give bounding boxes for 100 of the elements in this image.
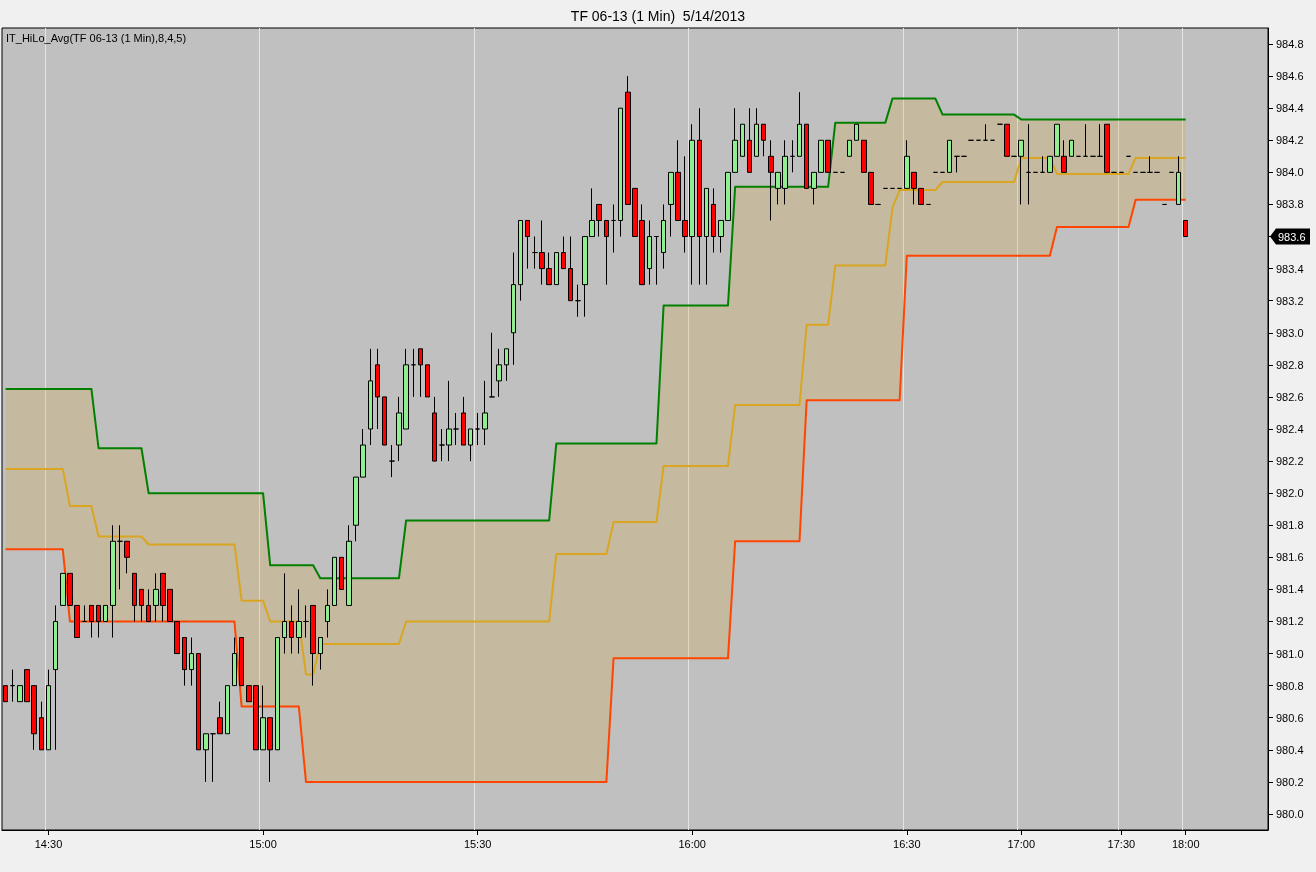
candlestick <box>561 236 566 270</box>
candlestick <box>346 524 352 606</box>
candlestick <box>10 669 15 703</box>
candlestick <box>489 332 495 398</box>
candlestick <box>39 701 44 751</box>
candlestick <box>611 203 616 254</box>
annotation: IT_HiLo_Avg(TF 06-13 (1 Min),8,4,5) <box>6 31 187 44</box>
candlestick <box>761 123 766 157</box>
candlestick <box>604 219 609 286</box>
y-tick-label: 981.2 <box>1276 615 1304 628</box>
candlestick <box>1069 139 1074 157</box>
y-tick-label: 982.0 <box>1276 487 1304 500</box>
candlestick <box>697 107 702 286</box>
candlestick <box>468 428 473 462</box>
x-tick-label: 17:30 <box>1107 837 1136 850</box>
candlestick <box>797 91 802 157</box>
line-series <box>4 156 1187 676</box>
candlestick <box>511 252 516 366</box>
y-tick-label: 981.8 <box>1276 519 1304 532</box>
y-tick-label: 984.6 <box>1276 70 1304 83</box>
candlestick <box>325 588 330 639</box>
y-tick-label: 982.8 <box>1276 358 1304 371</box>
y-tick-label: 983.0 <box>1276 326 1304 339</box>
candlestick <box>96 604 101 639</box>
candlestick <box>754 107 759 157</box>
candlestick <box>747 107 752 173</box>
candlestick <box>296 588 302 655</box>
candlestick <box>1147 155 1153 173</box>
candlestick <box>704 187 709 286</box>
candlestick <box>203 733 209 783</box>
y-tick-label: 980.6 <box>1276 711 1304 724</box>
candlestick <box>790 139 795 173</box>
candlestick <box>182 637 187 687</box>
candlestick <box>332 556 337 606</box>
y-tick-label: 984.2 <box>1276 134 1304 147</box>
candlestick <box>568 236 573 302</box>
candlestick <box>110 524 116 639</box>
candlestick <box>1183 219 1188 238</box>
candlestick <box>654 236 659 286</box>
candlestick <box>425 364 430 398</box>
candlestick <box>482 380 488 446</box>
x-tick-label: 16:00 <box>678 837 706 850</box>
candlestick <box>1083 123 1088 157</box>
candlestick <box>196 653 201 751</box>
x-tick-label: 14:30 <box>34 837 63 850</box>
candlestick <box>225 685 230 735</box>
candlestick <box>411 348 416 398</box>
candlestick <box>947 139 952 173</box>
candlestick <box>146 588 151 622</box>
y-tick-label: 984.0 <box>1276 166 1304 179</box>
candlestick <box>53 604 58 751</box>
x-tick-label: 17:00 <box>1007 837 1035 850</box>
candlestick <box>496 348 502 398</box>
candlestick <box>82 604 87 622</box>
y-tick-label: 980.2 <box>1276 775 1304 788</box>
y-tick-label: 983.2 <box>1276 294 1304 307</box>
candlestick <box>368 348 373 446</box>
candlestick <box>375 348 380 430</box>
candlestick <box>711 187 716 254</box>
candlestick <box>239 637 244 687</box>
candlestick <box>418 348 423 398</box>
candlestick <box>618 107 623 238</box>
candlestick <box>339 556 344 590</box>
candlestick <box>453 412 459 446</box>
candlestick <box>232 637 237 687</box>
y-tick-label: 980.4 <box>1276 743 1304 756</box>
candlestick <box>847 139 852 157</box>
candlestick <box>318 637 323 671</box>
line-series <box>4 97 1187 580</box>
candlestick <box>661 203 666 270</box>
y-tick-label: 981.6 <box>1276 551 1304 564</box>
candlestick <box>647 219 652 286</box>
y-tick-label: 982.4 <box>1276 423 1304 435</box>
candlestick <box>518 219 523 302</box>
candlestick <box>139 588 144 622</box>
candlestick <box>1026 123 1031 205</box>
candlestick <box>575 284 581 318</box>
y-tick-label: 983.8 <box>1276 198 1304 211</box>
chart-title: TF 06-13 (1 Min) 5/14/2013 <box>570 8 746 24</box>
candlestick <box>89 604 94 639</box>
candlestick <box>46 669 51 751</box>
y-tick-label: 984.4 <box>1276 102 1304 115</box>
y-tick-label: 983.4 <box>1276 262 1304 275</box>
y-tick-label: 980.8 <box>1276 679 1304 692</box>
candlestick <box>275 637 280 751</box>
candlestick <box>504 348 509 382</box>
candlestick <box>389 444 395 478</box>
candlestick <box>289 604 294 655</box>
annotation: 983.6 <box>1278 230 1306 243</box>
y-tick-label: 981.4 <box>1276 583 1304 596</box>
y-tick-label: 982.6 <box>1276 390 1304 403</box>
candlestick <box>525 219 530 270</box>
candlestick <box>954 155 960 173</box>
candlestick <box>103 604 108 622</box>
x-tick-label: 16:30 <box>893 837 921 850</box>
candlestick <box>983 123 988 141</box>
x-tick-label: 15:30 <box>463 837 492 850</box>
candlestick <box>740 123 745 157</box>
candlestick <box>282 572 287 655</box>
y-tick-label: 984.8 <box>1276 38 1304 51</box>
